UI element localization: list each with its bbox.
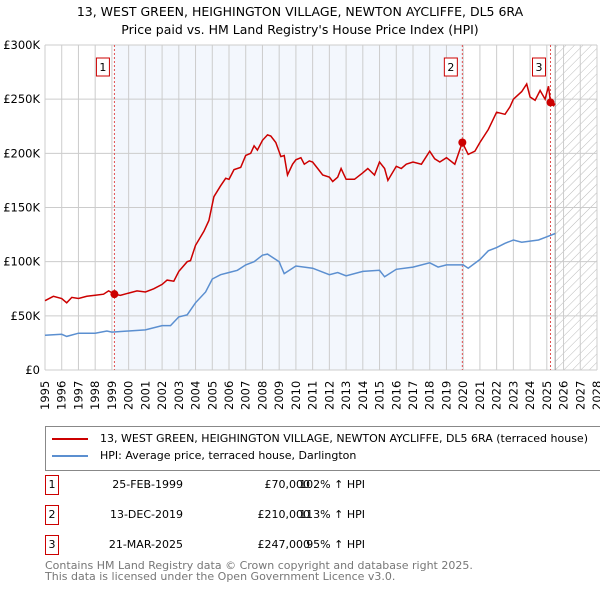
x-tick-label: 2003 <box>172 381 186 410</box>
y-tick-label: £50K <box>11 309 41 323</box>
x-tick-label: 1999 <box>105 381 119 410</box>
transaction-hpi: 102% ↑ HPI <box>299 478 365 491</box>
transaction-hpi: 95% ↑ HPI <box>306 538 365 551</box>
legend-label-hpi: HPI: Average price, terraced house, Darl… <box>100 449 357 462</box>
chart-subtitle: Price paid vs. HM Land Registry's House … <box>121 22 479 37</box>
x-tick-label: 2012 <box>322 381 336 410</box>
legend-swatch-blue <box>52 454 88 457</box>
transaction-row: 3 21-MAR-2025 £247,000 95% ↑ HPI <box>45 535 445 559</box>
y-tick-label: £300K <box>3 38 40 52</box>
x-tick-label: 2005 <box>205 381 219 410</box>
x-tick-label: 1995 <box>38 381 52 410</box>
y-tick-label: £0 <box>25 363 40 377</box>
footer-licence: This data is licensed under the Open Gov… <box>45 570 396 583</box>
sale-label-box <box>443 57 458 77</box>
x-tick-label: 2024 <box>523 381 537 410</box>
x-tick-label: 2009 <box>272 381 286 410</box>
transaction-hpi: 113% ↑ HPI <box>299 508 365 521</box>
x-tick-label: 2001 <box>138 381 152 410</box>
x-tick-label: 2011 <box>306 381 320 410</box>
x-tick-label: 2028 <box>590 381 600 410</box>
transaction-price: £247,000 <box>257 538 311 551</box>
x-tick-label: 2000 <box>122 381 136 410</box>
transaction-marker: 1 <box>45 475 59 495</box>
x-tick-label: 2020 <box>456 381 470 410</box>
x-tick-label: 2016 <box>389 381 403 410</box>
transaction-date: 13-DEC-2019 <box>109 508 183 521</box>
price-chart: 1995 1996 1997 1998 1999 2000 2001 2002 2003 2004… <box>3 38 600 410</box>
sale-point <box>110 290 119 299</box>
sale-label-box <box>95 57 110 77</box>
x-tick-label: 2008 <box>255 381 269 410</box>
transaction-row: 2 13-DEC-2019 £210,000 113% ↑ HPI <box>45 505 445 529</box>
hpi-line <box>44 232 556 338</box>
legend-label-property: 13, WEST GREEN, HEIGHINGTON VILLAGE, NEW… <box>100 432 588 445</box>
legend-swatch-red <box>52 437 88 440</box>
transaction-row: 1 25-FEB-1999 £70,000 102% ↑ HPI <box>45 475 445 499</box>
x-tick-label: 2013 <box>339 381 353 410</box>
legend-item-property: 13, WEST GREEN, HEIGHINGTON VILLAGE, NEW… <box>52 432 588 445</box>
transaction-price: £210,000 <box>257 508 311 521</box>
x-tick-label: 1997 <box>71 381 85 410</box>
x-tick-label: 2015 <box>373 381 387 410</box>
x-tick-label: 2007 <box>239 381 253 410</box>
transaction-marker: 3 <box>45 535 59 555</box>
transaction-date: 25-FEB-1999 <box>112 478 183 491</box>
x-tick-label: 2025 <box>540 381 554 410</box>
footer: Contains HM Land Registry data © Crown c… <box>45 560 473 582</box>
y-tick-label: £150K <box>3 201 40 215</box>
transaction-price: £70,000 <box>264 478 311 491</box>
property-price-line <box>44 82 556 304</box>
x-tick-label: 2006 <box>222 381 236 410</box>
y-tick-label: £200K <box>3 146 40 160</box>
x-tick-label: 2027 <box>573 381 587 410</box>
x-tick-label: 2021 <box>473 381 487 410</box>
sale-label: 3 <box>535 61 542 74</box>
x-tick-label: 1996 <box>55 381 69 410</box>
x-tick-label: 2004 <box>189 381 203 410</box>
x-tick-label: 2022 <box>490 381 504 410</box>
y-tick-label: £250K <box>3 92 40 106</box>
x-tick-label: 2002 <box>155 381 169 410</box>
x-tick-label: 1998 <box>88 381 102 410</box>
sale-point <box>458 138 467 147</box>
sale-label: 1 <box>99 61 106 74</box>
transaction-date: 21-MAR-2025 <box>108 538 183 551</box>
legend: 13, WEST GREEN, HEIGHINGTON VILLAGE, NEW… <box>45 426 600 471</box>
x-tick-label: 2018 <box>423 381 437 410</box>
sale-point <box>546 98 555 107</box>
chart-title: 13, WEST GREEN, HEIGHINGTON VILLAGE, NEW… <box>76 4 524 19</box>
x-tick-label: 2019 <box>439 381 453 410</box>
y-tick-label: £100K <box>3 255 40 269</box>
transaction-marker: 2 <box>45 505 59 525</box>
sale-label-box <box>531 57 546 77</box>
sale-label: 2 <box>447 61 454 74</box>
x-tick-label: 2023 <box>506 381 520 410</box>
footer-copyright: Contains HM Land Registry data © Crown c… <box>45 559 473 572</box>
legend-item-hpi: HPI: Average price, terraced house, Darl… <box>52 449 356 462</box>
x-tick-label: 2010 <box>289 381 303 410</box>
x-tick-label: 2026 <box>557 381 571 410</box>
x-tick-label: 2014 <box>356 381 370 410</box>
x-tick-label: 2017 <box>406 381 420 410</box>
